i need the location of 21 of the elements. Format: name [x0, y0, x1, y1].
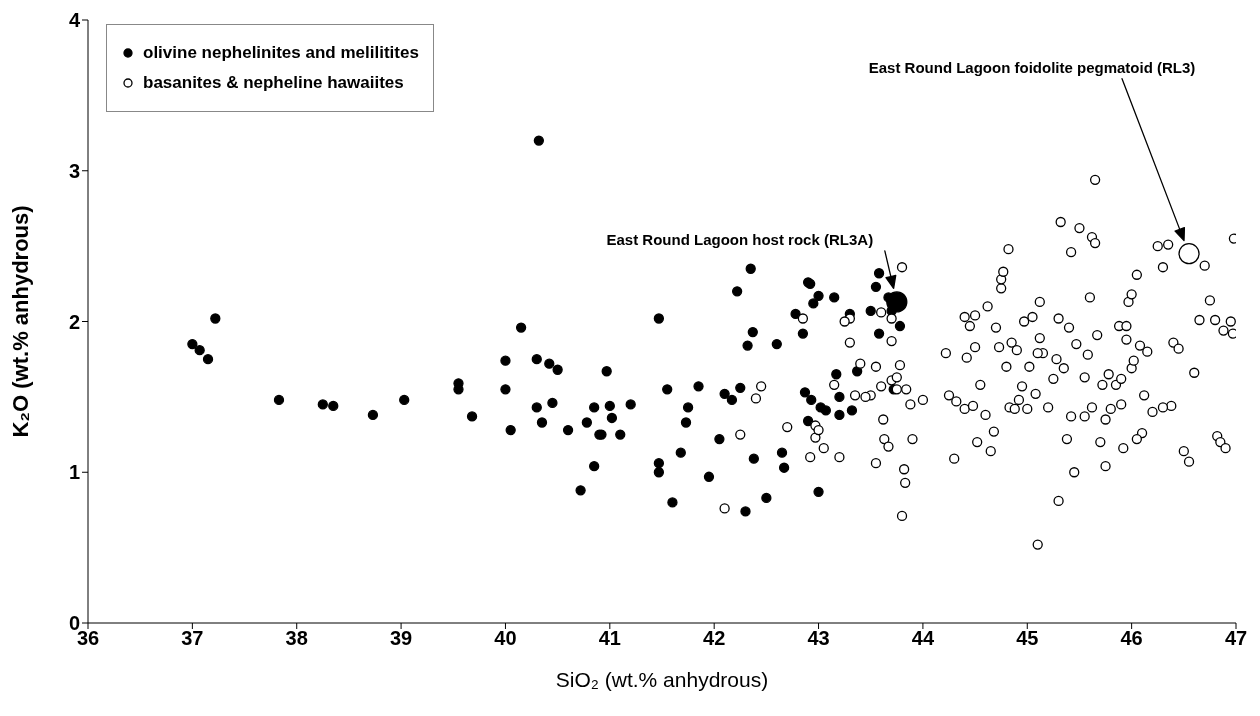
x-tick-label: 38	[285, 627, 308, 650]
y-tick-label: 2	[68, 310, 80, 333]
x-tick-label: 47	[1224, 627, 1248, 650]
x-axis-title: SiO₂ (wt.% anhydrous)	[554, 668, 770, 692]
y-tick-label: 3	[68, 159, 80, 182]
x-tick-label: 37	[181, 627, 204, 650]
y-tick-label: 4	[68, 9, 81, 32]
x-tick-label: 43	[807, 627, 830, 650]
x-tick-label: 44	[911, 627, 935, 650]
annotation: East Round Lagoon foidolite pegmatoid (RL3)	[868, 58, 1196, 76]
legend-label: basanites & nepheline hawaiites	[143, 73, 404, 93]
x-tick-label: 40	[494, 627, 517, 650]
legend-label: olivine nephelinites and melilitites	[143, 43, 419, 63]
x-tick-label: 41	[598, 627, 621, 650]
x-tick-label: 42	[703, 627, 726, 650]
y-axis-title: K₂O (wt.% anhydrous)	[8, 205, 33, 438]
y-tick-label: 1	[68, 461, 80, 484]
x-tick-label: 45	[1016, 627, 1039, 650]
annotation: East Round Lagoon host rock (RL3A)	[606, 230, 874, 248]
x-tick-label: 46	[1120, 627, 1143, 650]
x-tick-label: 39	[389, 627, 413, 650]
